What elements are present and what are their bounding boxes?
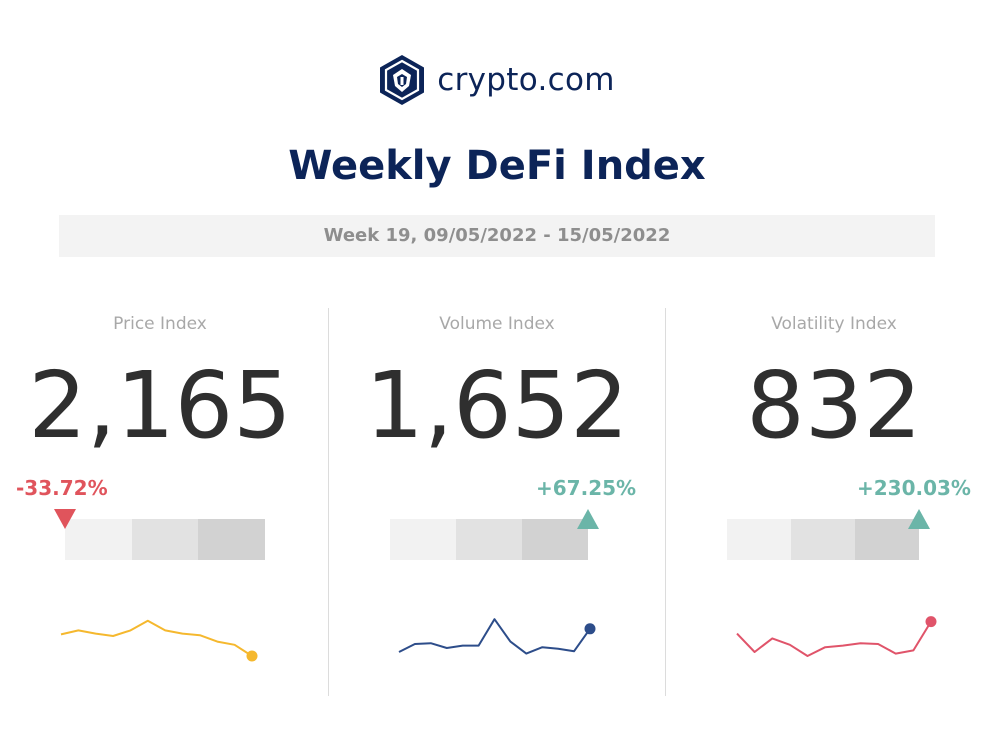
gauge-segment-high [855, 519, 919, 560]
column-divider [665, 308, 666, 696]
brand-name: crypto.com [437, 62, 615, 98]
gauge-segment-low [65, 519, 132, 560]
level-gauge [390, 519, 588, 560]
gauge-segment-low [390, 519, 456, 560]
volume-sparkline [398, 618, 596, 655]
page-title: Weekly DeFi Index [288, 143, 706, 189]
gauge-segment-low [727, 519, 791, 560]
panel-label: Price Index [113, 314, 207, 334]
panel-label: Volatility Index [771, 314, 897, 334]
change-percent: -33.72% [16, 476, 108, 500]
volatility-sparkline [736, 616, 937, 657]
up-triangle-icon [577, 509, 599, 529]
gauge-segment-mid [131, 519, 199, 560]
panel-value: 832 [746, 352, 922, 459]
sparkline-end-dot [584, 623, 596, 635]
change-percent: +230.03% [857, 476, 971, 500]
sparkline-end-dot [246, 650, 258, 662]
column-divider [328, 308, 329, 696]
price-index-panel: Price Index 2,165 -33.72% [0, 300, 330, 720]
sparkline-end-dot [925, 616, 937, 628]
panel-value: 1,652 [365, 352, 629, 459]
panel-label: Volume Index [439, 314, 555, 334]
lion-shield-icon [380, 55, 425, 105]
sparkline-line [60, 619, 253, 657]
up-triangle-icon [908, 509, 930, 529]
panel-value: 2,165 [28, 352, 292, 459]
gauge-segment-mid [791, 519, 855, 560]
down-triangle-icon [54, 509, 76, 529]
sparkline-line [736, 621, 932, 657]
price-sparkline [60, 619, 258, 662]
gauge-segment-high [522, 519, 588, 560]
level-gauge [727, 519, 919, 560]
sparkline-line [398, 618, 591, 655]
gauge-segment-high [198, 519, 266, 560]
change-percent: +67.25% [536, 476, 637, 500]
volatility-index-panel: Volatility Index 832 +230.03% [669, 300, 994, 720]
volume-index-panel: Volume Index 1,652 +67.25% [332, 300, 662, 720]
brand-logo: crypto.com [0, 52, 994, 108]
week-range: Week 19, 09/05/2022 - 15/05/2022 [59, 215, 935, 257]
level-gauge [65, 519, 266, 560]
gauge-segment-mid [456, 519, 522, 560]
